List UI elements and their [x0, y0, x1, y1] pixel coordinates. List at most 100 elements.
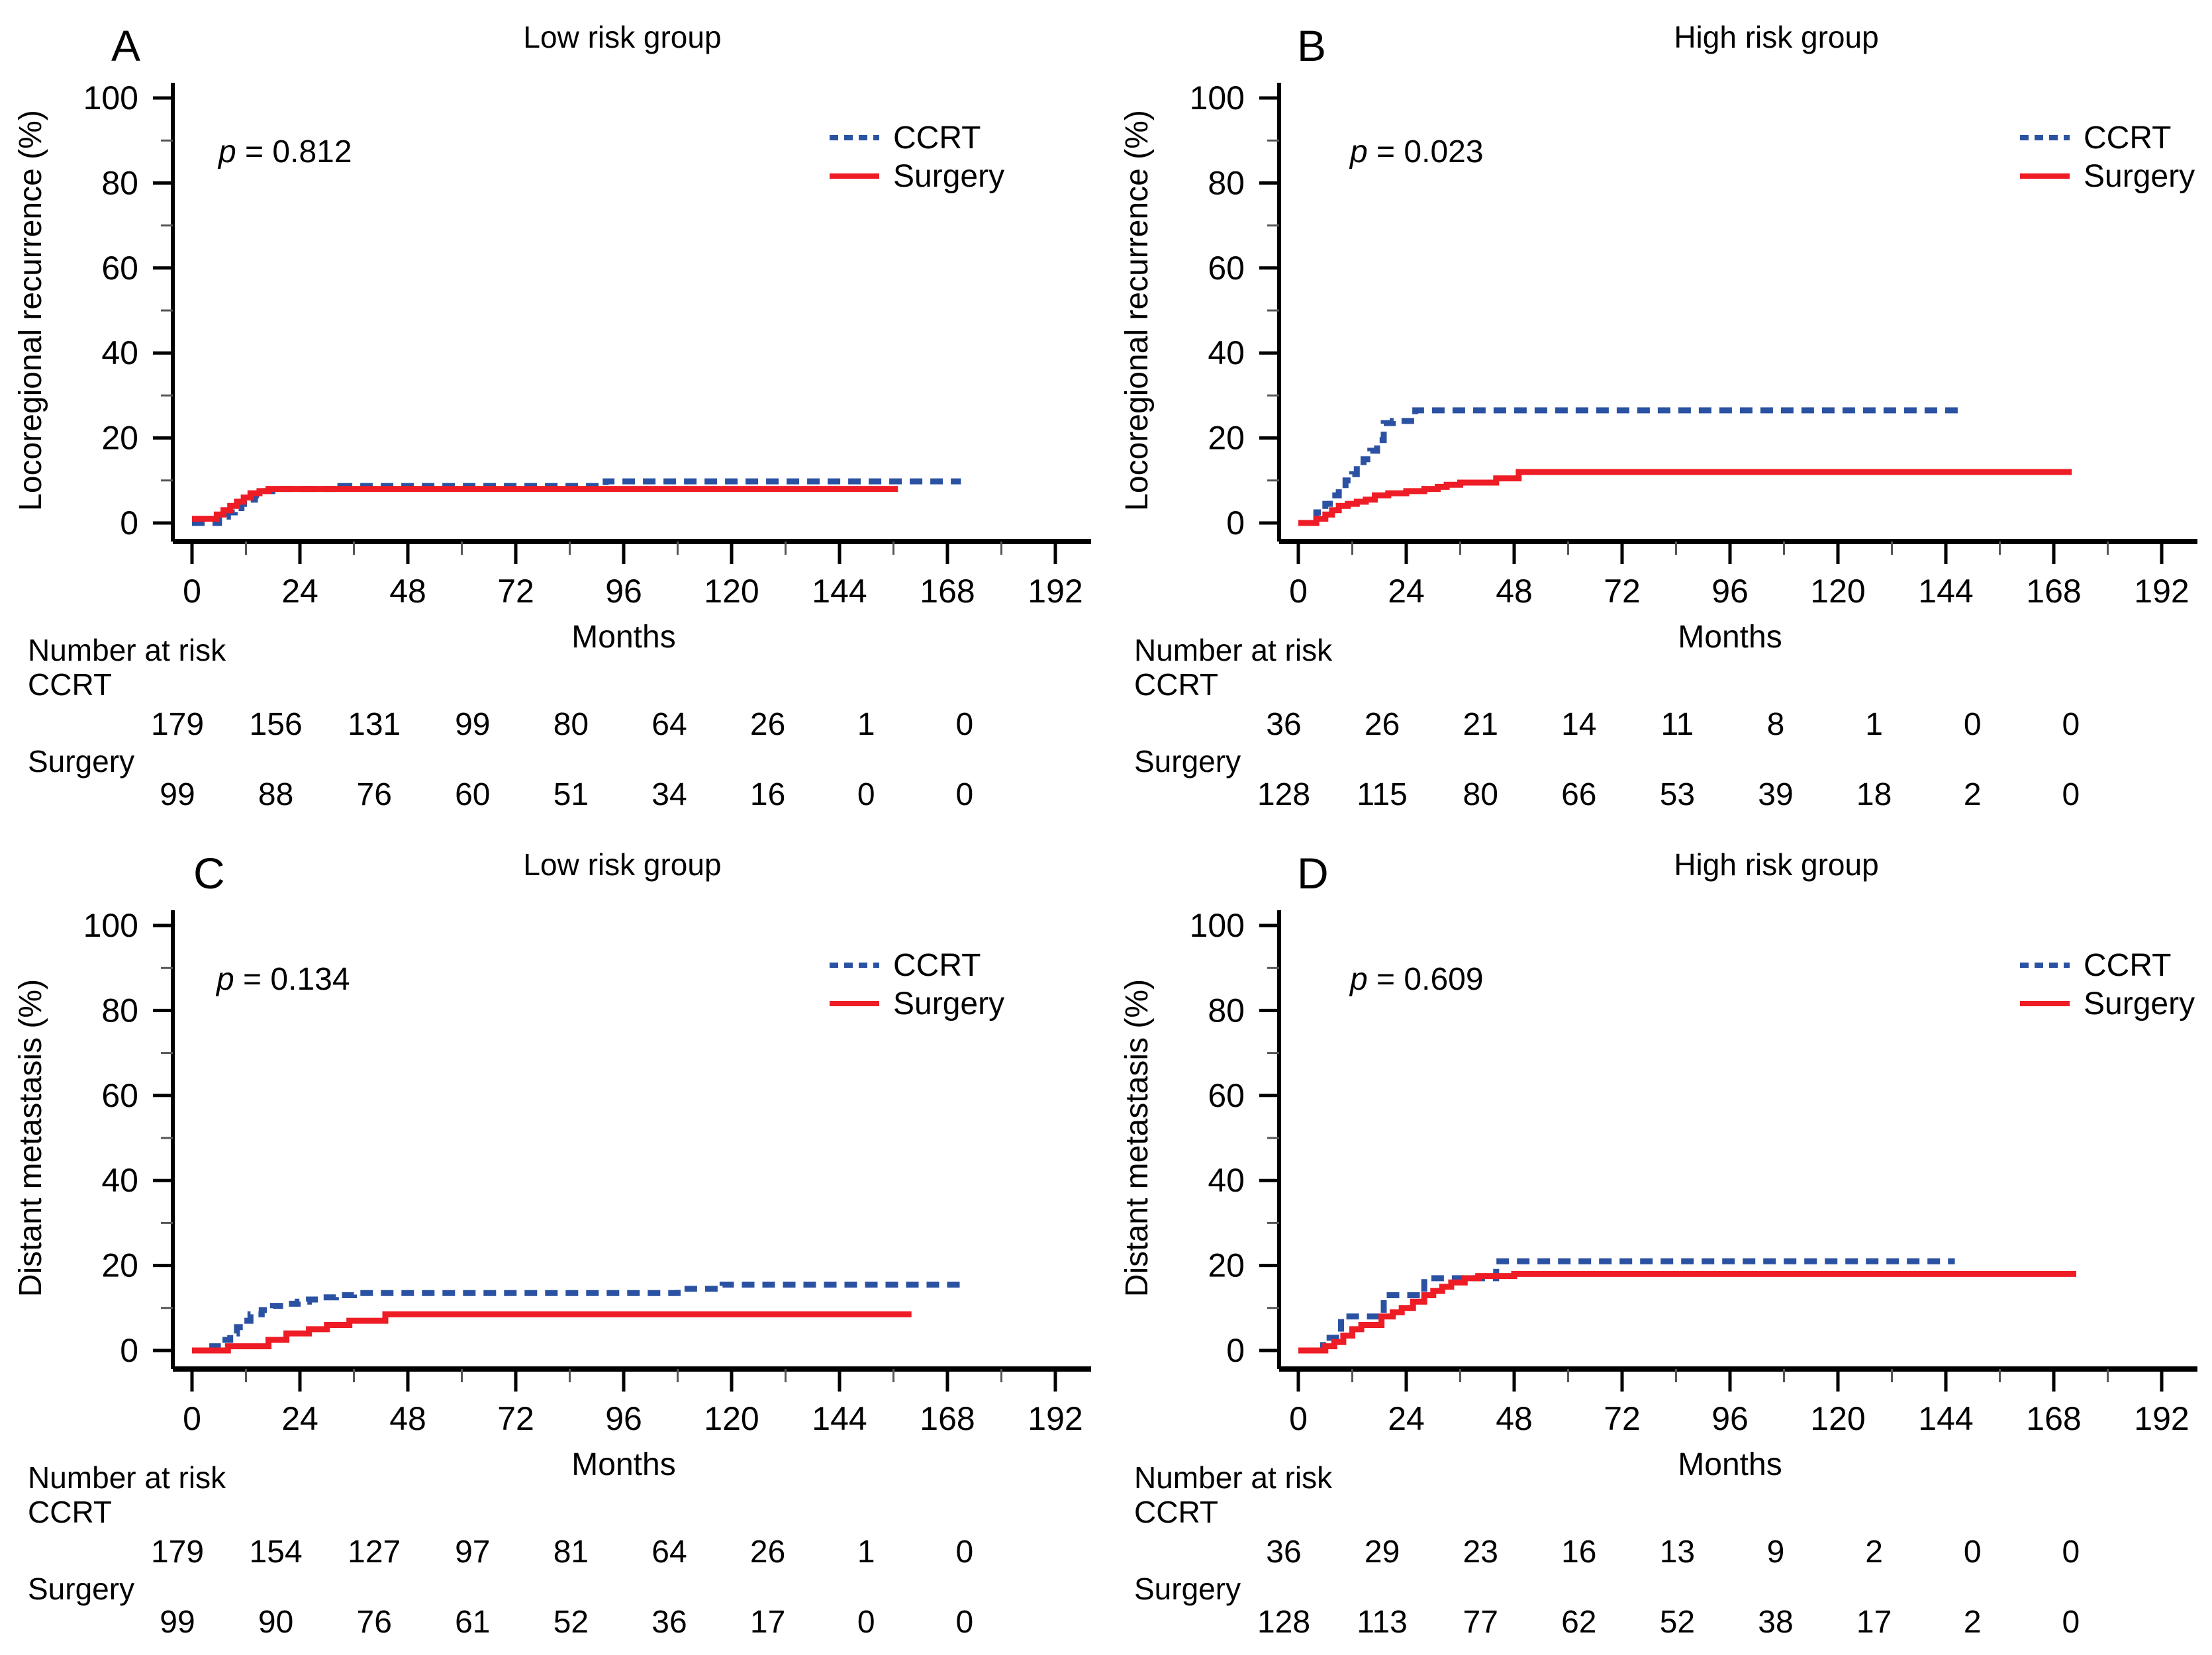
risk-row-label-ccrt: CCRT [28, 1495, 112, 1529]
risk-count: 0 [955, 777, 973, 812]
risk-count: 17 [750, 1605, 785, 1640]
legend-label-surgery: Surgery [893, 986, 1004, 1021]
risk-count: 66 [1561, 777, 1596, 812]
risk-row-label-surgery: Surgery [28, 1572, 134, 1606]
risk-count: 0 [955, 1535, 973, 1570]
x-tick-label: 144 [1918, 573, 1973, 610]
risk-count: 127 [348, 1535, 401, 1570]
y-tick-label: 80 [101, 164, 138, 201]
y-tick-label: 80 [1208, 992, 1245, 1029]
risk-count: 16 [1561, 1535, 1596, 1570]
risk-count: 1 [857, 707, 875, 742]
risk-count: 26 [1365, 707, 1400, 742]
x-tick-label: 192 [2134, 573, 2189, 610]
y-axis-title: Locoregional recurrence (%) [1120, 110, 1155, 511]
risk-row-label-ccrt: CCRT [1134, 667, 1218, 702]
x-tick-label: 72 [1604, 573, 1641, 610]
risk-count: 36 [651, 1605, 687, 1640]
risk-count: 51 [553, 777, 589, 812]
x-tick-label: 72 [497, 1400, 534, 1437]
risk-count: 60 [455, 777, 490, 812]
x-tick-label: 24 [1388, 573, 1425, 610]
p-value: p = 0.812 [217, 134, 352, 169]
risk-count: 115 [1357, 777, 1408, 812]
x-tick-label: 96 [605, 573, 642, 610]
panel-D: 0 20 40 60 80 100 0 24 48 72 96 120 144 168 192 Months D… [1106, 828, 2212, 1655]
y-tick-label: 80 [1208, 164, 1245, 201]
panel-C: 0 20 40 60 80 100 0 24 48 72 96 120 144 168 192 Months D… [0, 828, 1106, 1655]
x-tick-label: 192 [2134, 1400, 2189, 1437]
risk-count: 64 [651, 707, 687, 742]
legend-label-surgery: Surgery [893, 159, 1004, 194]
panel-letter: D [1297, 849, 1329, 898]
y-tick-label: 40 [1208, 334, 1245, 371]
panel-A: 0 20 40 60 80 100 0 24 48 72 96 120 144 168 192 Months L… [0, 0, 1106, 828]
risk-row-label-surgery: Surgery [1134, 744, 1241, 779]
x-axis-title: Months [1678, 1447, 1782, 1482]
risk-count: 113 [1357, 1605, 1408, 1640]
risk-count: 21 [1463, 707, 1498, 742]
y-tick-label: 60 [1208, 1077, 1245, 1114]
risk-count: 77 [1463, 1605, 1498, 1640]
x-tick-label: 48 [389, 1400, 426, 1437]
x-tick-label: 96 [605, 1400, 642, 1437]
y-tick-label: 40 [101, 334, 138, 371]
risk-count: 97 [455, 1535, 490, 1570]
y-tick-label: 0 [120, 504, 138, 542]
legend-label-ccrt: CCRT [2084, 120, 2171, 156]
number-at-risk-header: Number at risk [28, 633, 226, 667]
risk-count: 38 [1758, 1605, 1793, 1640]
risk-count: 26 [750, 1535, 785, 1570]
x-tick-label: 0 [183, 1400, 201, 1437]
number-at-risk-header: Number at risk [1134, 633, 1333, 667]
risk-count: 0 [2062, 707, 2080, 742]
y-tick-label: 20 [101, 420, 138, 457]
panel-title: High risk group [1674, 20, 1878, 54]
x-tick-label: 120 [1810, 1400, 1865, 1437]
risk-count: 128 [1257, 1605, 1310, 1640]
curve-ccrt [1298, 407, 1964, 526]
panel-B: 0 20 40 60 80 100 0 24 48 72 96 120 144 168 192 Months L… [1106, 0, 2212, 828]
number-at-risk-header: Number at risk [1134, 1460, 1333, 1495]
risk-count: 154 [250, 1535, 303, 1570]
risk-count: 39 [1758, 777, 1793, 812]
risk-count: 23 [1463, 1535, 1498, 1570]
risk-count: 80 [1463, 777, 1498, 812]
risk-count: 76 [357, 777, 392, 812]
risk-count: 9 [1767, 1535, 1785, 1570]
x-tick-label: 72 [1604, 1400, 1641, 1437]
x-tick-label: 120 [704, 573, 759, 610]
risk-count: 0 [955, 1605, 973, 1640]
risk-count: 29 [1365, 1535, 1400, 1570]
risk-row-label-surgery: Surgery [28, 744, 134, 779]
legend-label-surgery: Surgery [2084, 986, 2195, 1021]
risk-count: 61 [455, 1605, 490, 1640]
panel-letter: A [111, 21, 140, 70]
y-tick-label: 0 [1226, 504, 1245, 542]
risk-count: 99 [455, 707, 490, 742]
risk-count: 88 [258, 777, 293, 812]
curve-surgery [1298, 1270, 2076, 1354]
panel-title: Low risk group [523, 847, 721, 882]
risk-count: 90 [258, 1605, 293, 1640]
y-tick-label: 0 [1226, 1332, 1245, 1369]
x-tick-label: 120 [704, 1400, 759, 1437]
risk-count: 26 [750, 707, 785, 742]
risk-count: 1 [857, 1535, 875, 1570]
x-axis-title: Months [1678, 620, 1782, 655]
y-tick-label: 60 [101, 1077, 138, 1114]
y-tick-label: 20 [1208, 420, 1245, 457]
x-tick-label: 0 [1289, 573, 1308, 610]
risk-count: 0 [857, 777, 875, 812]
curve-surgery [192, 486, 898, 522]
risk-count: 99 [160, 777, 195, 812]
risk-count: 156 [250, 707, 303, 742]
risk-count: 179 [151, 1535, 204, 1570]
risk-count: 99 [160, 1605, 195, 1640]
risk-count: 81 [553, 1535, 589, 1570]
risk-count: 14 [1561, 707, 1596, 742]
